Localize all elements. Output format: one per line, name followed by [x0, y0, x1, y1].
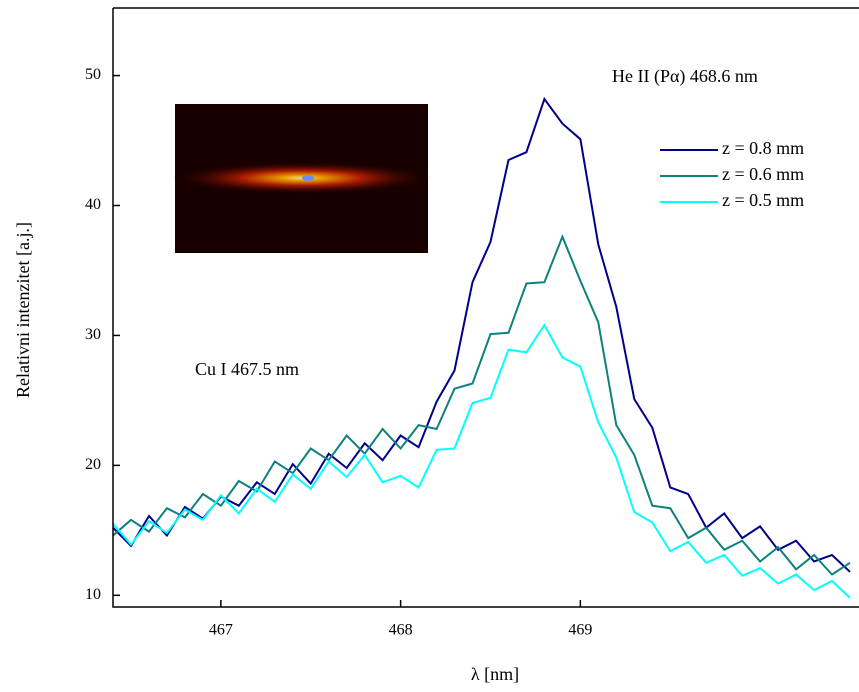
y-tick-label: 50 [85, 66, 101, 83]
x-tick-label: 468 [389, 622, 413, 639]
annotation: Cu I 467.5 nm [195, 359, 299, 379]
data-line [113, 234, 851, 576]
x-tick-label: 469 [568, 622, 592, 639]
data-line [113, 96, 851, 573]
y-tick-label: 20 [85, 456, 101, 473]
axis-frame [112, 7, 859, 608]
y-axis-label: Relativni intenzitet [a.j.] [13, 222, 33, 398]
y-tick-label: 10 [85, 586, 101, 603]
legend-label: z = 0.5 mm [722, 190, 804, 210]
annotation: He II (Pα) 468.6 nm [612, 66, 758, 87]
y-tick-label: 30 [85, 326, 101, 343]
x-tick-label: 467 [209, 622, 233, 639]
y-tick-label: 40 [85, 196, 101, 213]
data-line [113, 323, 851, 599]
inset-image [172, 104, 432, 253]
plot-area [113, 96, 851, 599]
legend-label: z = 0.6 mm [722, 164, 804, 184]
legend-label: z = 0.8 mm [722, 138, 804, 158]
x-axis-label: λ [nm] [471, 664, 519, 684]
